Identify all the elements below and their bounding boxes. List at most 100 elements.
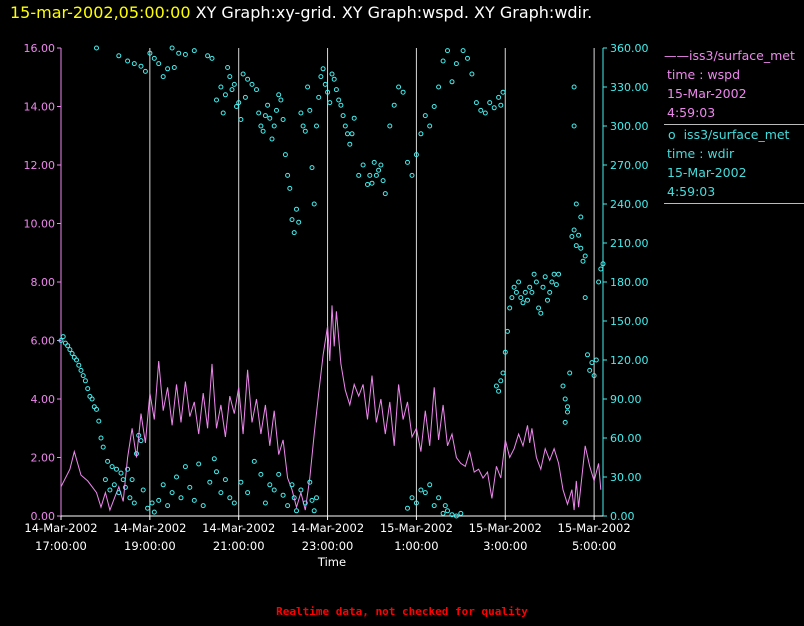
data-point-wdir: [413, 152, 419, 158]
data-point-wdir: [151, 55, 157, 61]
data-point-wdir: [289, 482, 295, 488]
data-point-wdir: [318, 74, 324, 80]
data-point-wdir: [333, 87, 339, 93]
data-point-wdir: [136, 432, 142, 438]
right-tick-label: 180.00: [610, 276, 649, 289]
data-point-wdir: [160, 482, 166, 488]
data-point-wdir: [71, 354, 77, 360]
data-point-wdir: [391, 102, 397, 108]
right-tick-label: 240.00: [610, 198, 649, 211]
left-tick-label: 4.00: [31, 393, 56, 406]
data-point-wdir: [262, 500, 268, 506]
data-point-wdir: [578, 214, 584, 220]
x-tick-label-time: 17:00:00: [35, 539, 87, 553]
data-point-wdir: [256, 110, 262, 116]
data-point-wdir: [538, 310, 544, 316]
data-point-wdir: [98, 435, 104, 441]
data-point-wdir: [67, 347, 73, 353]
data-point-wdir: [276, 92, 282, 98]
right-tick-label: 30.00: [610, 471, 642, 484]
data-point-wdir: [211, 456, 217, 462]
data-point-wdir: [294, 206, 299, 212]
data-point-wdir: [418, 131, 424, 137]
data-point-wdir: [573, 201, 579, 207]
data-point-wdir: [545, 297, 550, 303]
legend-wdir-source: iss3/surface_met: [683, 127, 790, 142]
data-point-wdir: [196, 461, 202, 467]
data-point-wdir: [507, 305, 513, 311]
data-point-wdir: [551, 271, 557, 277]
data-point-wdir: [296, 219, 302, 225]
legend-wspd-date: 15-Mar-2002: [667, 86, 747, 101]
data-point-wdir: [251, 458, 257, 464]
data-point-wdir: [409, 495, 415, 501]
data-point-wdir: [289, 217, 295, 223]
data-point-wdir: [245, 76, 251, 82]
data-point-wdir: [258, 123, 264, 129]
x-tick-label-date: 15-Mar-2002: [469, 521, 542, 535]
data-point-wdir: [245, 490, 251, 496]
data-point-wdir: [445, 48, 450, 54]
data-point-wdir: [129, 477, 135, 483]
data-point-wdir: [285, 172, 291, 178]
data-point-wdir: [600, 261, 606, 267]
data-point-wdir: [396, 84, 402, 90]
data-point-wdir: [280, 117, 286, 122]
data-point-wdir: [422, 113, 428, 119]
data-point-wdir: [87, 393, 93, 399]
data-point-wdir: [593, 357, 599, 363]
data-point-wdir: [536, 305, 542, 311]
data-point-wdir: [267, 115, 273, 121]
data-point-wdir: [169, 490, 175, 496]
data-point-wdir: [440, 58, 446, 64]
data-point-wdir: [347, 141, 353, 147]
data-point-wdir: [571, 84, 577, 90]
data-point-wdir: [547, 289, 553, 295]
data-point-wdir: [571, 227, 577, 233]
data-point-wdir: [520, 300, 526, 306]
data-point-wdir: [249, 81, 255, 87]
data-point-wdir: [405, 505, 410, 511]
data-point-wdir: [431, 104, 437, 109]
data-point-wdir: [565, 409, 570, 415]
data-point-wdir: [102, 477, 108, 483]
data-point-wdir: [209, 55, 215, 61]
data-point-wdir: [342, 123, 348, 129]
data-point-wdir: [227, 74, 233, 80]
data-point-wdir: [118, 470, 124, 476]
legend: ——iss3/surface_met time : wspd 15-Mar-20…: [664, 46, 804, 204]
data-point-wdir: [525, 297, 530, 303]
data-point-wdir: [205, 53, 211, 59]
right-tick-label: 300.00: [610, 120, 649, 133]
data-point-wdir: [513, 289, 519, 295]
data-point-wdir: [298, 487, 304, 493]
data-point-wdir: [122, 484, 128, 490]
data-point-wdir: [218, 490, 224, 496]
data-point-wdir: [85, 386, 91, 392]
data-point-wdir: [142, 68, 148, 74]
data-point-wdir: [427, 482, 433, 488]
data-point-wdir: [436, 84, 442, 90]
data-point-wdir: [449, 512, 455, 518]
data-point-wdir: [305, 84, 311, 90]
data-point-wdir: [569, 234, 575, 239]
data-point-wdir: [120, 477, 126, 483]
data-point-wdir: [573, 243, 579, 249]
data-point-wdir: [65, 343, 71, 349]
x-tick-label-time: 19:00:00: [124, 539, 176, 553]
data-point-wdir: [496, 94, 502, 100]
x-tick-label-date: 14-Mar-2002: [113, 521, 186, 535]
data-point-wdir: [238, 117, 244, 122]
data-point-wdir: [442, 503, 448, 509]
data-point-wdir: [69, 351, 75, 356]
data-point-wdir: [222, 92, 228, 98]
data-point-wdir: [116, 490, 122, 496]
right-tick-label: 210.00: [610, 237, 649, 250]
data-point-wdir: [78, 367, 84, 373]
x-tick-label-time: 21:00:00: [213, 539, 265, 553]
data-point-wdir: [229, 87, 235, 93]
legend-wspd-variable: time : wspd: [667, 67, 741, 82]
data-point-wdir: [125, 58, 131, 64]
right-tick-label: 360.00: [610, 42, 649, 55]
data-point-wdir: [291, 230, 297, 236]
